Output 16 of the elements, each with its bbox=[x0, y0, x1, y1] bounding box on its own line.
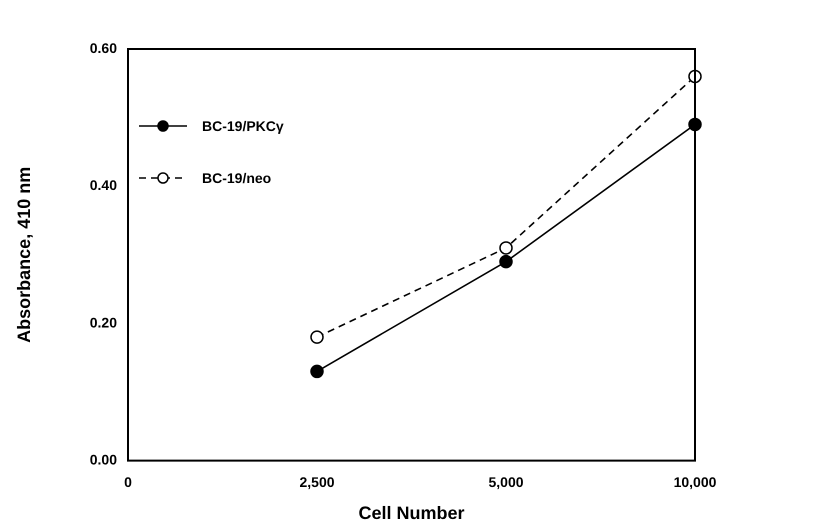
x-tick-label: 0 bbox=[124, 474, 132, 490]
x-tick-label: 10,000 bbox=[674, 474, 717, 490]
y-tick-label: 0.20 bbox=[90, 314, 118, 330]
legend-label: BC-19/PKCγ bbox=[202, 117, 284, 135]
point bbox=[310, 330, 324, 344]
legend-label: BC-19/neo bbox=[202, 169, 272, 187]
x-tick-label: 2,500 bbox=[299, 474, 335, 490]
x-tick-label: 5,000 bbox=[488, 474, 524, 490]
point bbox=[499, 254, 513, 268]
x-axis-title: Cell Number bbox=[358, 503, 465, 524]
y-tick-label: 0.40 bbox=[90, 177, 118, 194]
point bbox=[310, 364, 324, 378]
y-tick-label: 0.00 bbox=[90, 451, 118, 468]
y-axis-title: Absorbance, 410 nm bbox=[14, 166, 34, 343]
y-tick-label: 0.60 bbox=[90, 40, 118, 56]
point bbox=[499, 241, 513, 255]
